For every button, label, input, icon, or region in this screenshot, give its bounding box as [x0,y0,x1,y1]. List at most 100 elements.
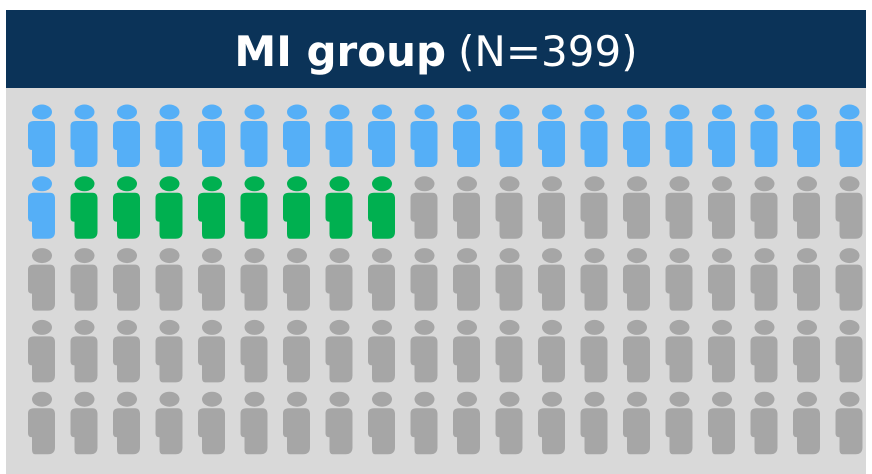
person-icon [495,319,523,383]
icon-body [538,192,565,239]
icon-body [113,408,140,455]
person-icon [198,248,225,311]
icon-body [155,336,183,383]
icon-head [712,248,732,264]
icon-head [202,104,222,120]
icon-body [538,264,565,311]
icon-body [410,121,438,167]
icon-body [665,408,693,455]
icon-head [754,319,775,335]
icon-head [329,104,350,120]
person-icon [793,391,820,455]
icon-body [198,121,225,167]
icon-body [198,336,225,383]
icon-body [835,408,863,455]
icon-body [623,264,650,311]
icon-head [287,391,307,407]
icon-body [793,336,820,383]
icon-body [538,121,565,167]
icon-head [754,248,775,264]
person-icon [580,391,608,455]
person-icon [538,176,565,239]
icon-head [372,176,392,192]
icon-head [669,176,690,192]
person-icon [198,176,225,239]
person-icon [580,104,608,167]
icon-body [538,408,565,455]
icon-body [113,192,140,239]
person-icon [28,176,55,239]
icon-head [244,248,265,264]
icon-head [287,176,307,192]
header-band [6,10,866,88]
person-icon [155,319,183,383]
person-icon [665,104,693,167]
person-icon [623,176,650,239]
icon-body [580,264,608,311]
person-icon [580,319,608,383]
person-icon [28,248,55,311]
person-icon [70,104,98,167]
icon-body [623,408,650,455]
icon-body [70,121,98,167]
person-icon [665,319,693,383]
person-icon [835,248,863,311]
person-icon [368,104,395,167]
person-icon [495,248,523,311]
icon-head [499,248,520,264]
icon-head [202,176,222,192]
person-icon [453,176,480,239]
icon-body [623,192,650,239]
person-icon [750,319,778,383]
icon-head [797,319,817,335]
icon-head [542,104,562,120]
person-icon [283,319,310,383]
person-icon [453,391,480,455]
icon-body [453,336,480,383]
icon-body [750,121,778,167]
icon-head [244,104,265,120]
icon-body [580,192,608,239]
icon-head [627,248,647,264]
person-icon [835,391,863,455]
icon-body [750,408,778,455]
person-icon [495,176,523,239]
person-icon [325,104,353,167]
icon-head [372,319,392,335]
person-icon [28,104,55,167]
icon-head [839,176,860,192]
icon-body [580,121,608,167]
icon-head [287,319,307,335]
icon-head [457,391,477,407]
icon-body [198,264,225,311]
icon-body [623,121,650,167]
person-icon [453,248,480,311]
icon-body [665,264,693,311]
person-icon [708,319,735,383]
icon-body [368,121,395,167]
person-icon [623,319,650,383]
icon-body [28,192,55,239]
icon-head [754,176,775,192]
icon-body [155,264,183,311]
icon-head [159,319,180,335]
person-icon [113,391,140,455]
icon-head [627,319,647,335]
person-icon [113,248,140,311]
icon-body [283,264,310,311]
icon-body [368,264,395,311]
icon-head [414,391,435,407]
icon-body [70,336,98,383]
icon-head [329,319,350,335]
icon-body [368,192,395,239]
icon-head [117,104,137,120]
person-icon [793,319,820,383]
icon-body [495,121,523,167]
icon-head [74,248,95,264]
icon-body [28,336,55,383]
person-icon [750,176,778,239]
person-icon [155,104,183,167]
icon-body [495,408,523,455]
icon-head [329,391,350,407]
